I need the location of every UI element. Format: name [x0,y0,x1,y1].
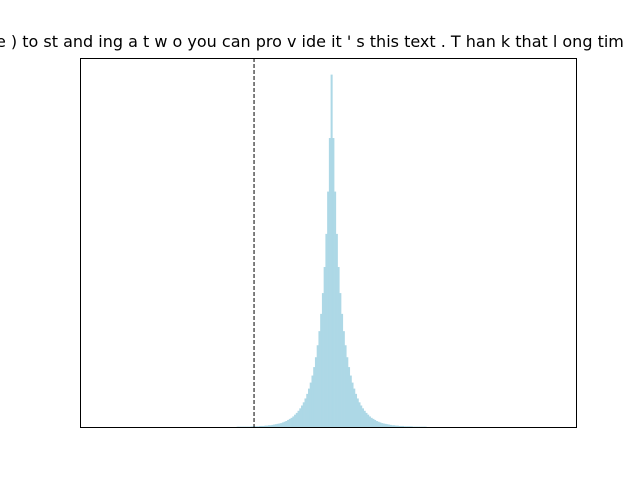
histogram-bar [337,267,340,427]
histogram-bar [410,426,413,427]
histogram-bar [311,375,314,427]
histogram-bar [377,421,380,427]
histogram-bar [281,422,284,427]
histogram-bar [313,367,316,427]
histogram-bar [323,267,326,427]
histogram-bar [292,416,295,427]
histogram-bar [250,426,253,427]
histogram-bar [252,426,255,427]
histogram-bar [278,423,281,427]
histogram-bar [335,233,338,427]
histogram-bar [367,414,370,427]
histogram-bar [348,367,351,427]
histogram-bar [285,421,288,427]
histogram-bar [334,191,337,427]
histogram-bar [318,331,321,427]
histogram-bar [327,191,330,427]
histogram-bar [401,425,404,427]
histogram-bar [363,410,366,427]
histogram-bar [328,138,331,428]
histogram-bar [264,425,267,427]
histogram-bar [339,293,342,427]
histogram-bar [405,426,408,427]
histogram-bar [379,422,382,427]
histogram-bar [261,425,264,427]
histogram-bar [302,402,305,427]
histogram-bar [332,138,335,428]
histogram-bar [341,313,344,427]
histogram-bar [267,425,270,427]
histogram-bar [280,423,283,427]
histogram-bar [342,331,345,427]
histogram-bar [370,417,373,427]
histogram-bar [356,398,359,427]
histogram-bar [344,345,347,427]
chart-title: e ) to st and ing a t w o you can pro v … [0,32,640,58]
histogram-bar [408,426,411,427]
histogram-bar [321,293,324,427]
histogram-bar [382,423,385,427]
histogram-bar [266,425,269,427]
histogram-bar [368,416,371,427]
histogram-bar [294,414,297,427]
histogram-bar [274,424,277,427]
histogram-bar [295,412,298,427]
histogram-bar [276,423,279,427]
histogram-bar [351,382,354,427]
histogram-bar [301,405,304,427]
histogram-bar [389,424,392,427]
histogram-bar [407,426,410,427]
histogram-bar [346,357,349,427]
histogram-bar [271,424,274,427]
histogram-bar [393,425,396,427]
histogram-bar [330,74,333,428]
histogram-bar [288,418,291,427]
histogram-bars [236,74,427,428]
histogram-bar [396,425,399,427]
histogram-bar [354,393,358,427]
histogram-bar [316,345,319,427]
histogram-bar [388,424,391,427]
histogram-bar [358,402,361,427]
histogram-bar [262,425,265,427]
histogram-bar [365,412,368,427]
histogram-bar [309,382,312,427]
histogram-bar [290,417,293,427]
histogram-bar [395,425,398,427]
histogram-bar [304,398,307,427]
histogram-bar [386,424,389,427]
histogram-bar [259,425,262,427]
histogram-bar [398,425,401,427]
histogram-bar [273,424,276,427]
histogram-bar [297,410,300,427]
histogram-bar [283,421,286,427]
histogram-bar [306,393,309,427]
histogram-bar [375,421,378,427]
plot-area-frame [80,58,577,428]
histogram-bar [391,425,394,427]
chart-title-text: e ) to st and ing a t w o you can pro v … [0,32,624,51]
histogram-bar [307,388,311,427]
histogram-bar [325,233,328,427]
histogram-bar [361,408,364,427]
histogram-bar [314,357,317,427]
histogram-bar [400,425,403,427]
histogram-bar [299,408,302,427]
histogram-bar [269,425,272,427]
histogram-bar [381,423,384,427]
histogram-bar [255,426,258,427]
histogram-bar [254,426,257,427]
histogram-bar [257,426,260,427]
histogram-bar [384,423,387,427]
histogram-bar [353,388,356,427]
histogram-bar [360,405,363,427]
histogram-bar [320,313,323,427]
histogram-bar [287,419,290,427]
histogram-bar [372,418,375,427]
histogram-bar [374,419,377,427]
histogram-bar [349,375,352,427]
histogram-bar [403,426,406,427]
